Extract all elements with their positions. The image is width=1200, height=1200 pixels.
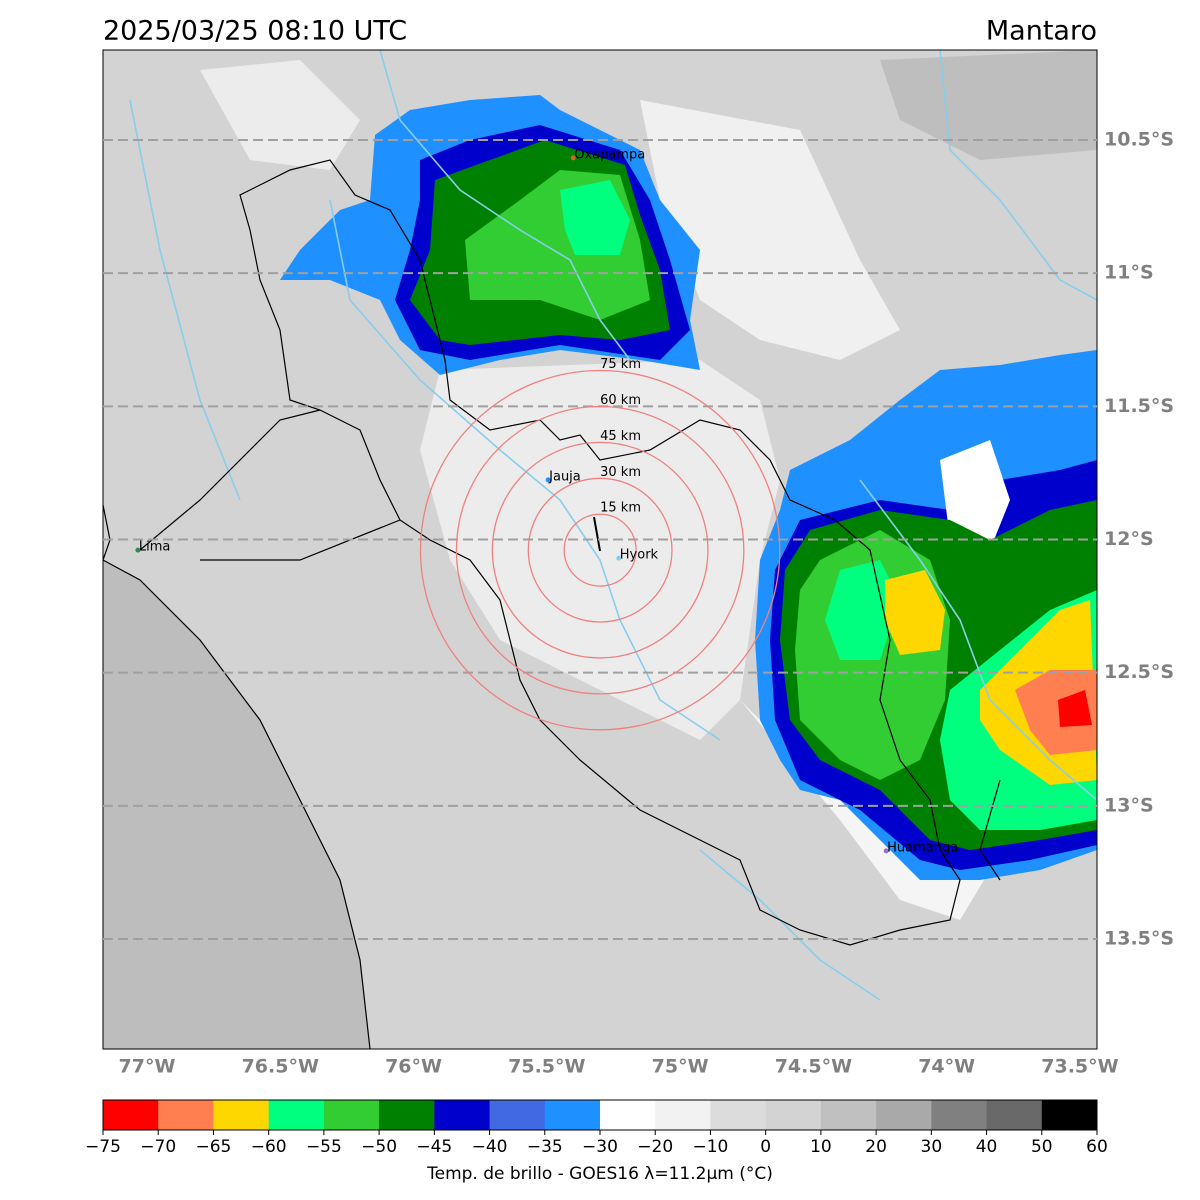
- colorbar-tick-label: 40: [976, 1137, 998, 1157]
- lat-tick-label: 12°S: [1104, 528, 1154, 550]
- lat-tick-label: 10.5°S: [1104, 129, 1174, 151]
- place-marker: [883, 848, 889, 854]
- range-ring-label: 75 km: [600, 357, 641, 372]
- lat-tick-label: 11°S: [1104, 262, 1154, 284]
- colorbar-segment: [103, 1100, 159, 1130]
- colorbar-tick-label: −40: [472, 1137, 508, 1157]
- range-ring: [419, 369, 781, 731]
- colorbar-segment: [655, 1100, 711, 1130]
- colorbar-segment: [379, 1100, 435, 1130]
- colorbar-tick-label: 0: [760, 1137, 771, 1157]
- colorbar-label: Temp. de brillo - GOES16 λ=11.2μm (°C): [426, 1164, 773, 1184]
- range-ring-label: 45 km: [600, 429, 641, 444]
- colorbar-segment: [876, 1100, 932, 1130]
- colorbar-tick-label: −65: [195, 1137, 231, 1157]
- colorbar-segment: [158, 1100, 214, 1130]
- colorbar-tick-label: −30: [582, 1137, 618, 1157]
- place-label: Huamanga: [887, 840, 958, 855]
- colorbar-segment: [213, 1100, 270, 1130]
- place-label: Oxapampa: [574, 147, 645, 162]
- map-frame: [102, 49, 1098, 1050]
- colorbar-tick-label: −70: [140, 1137, 176, 1157]
- range-ring: [455, 405, 745, 695]
- lon-tick-label: 75°W: [652, 1056, 709, 1078]
- range-ring: [491, 441, 709, 659]
- place-label: Jauja: [548, 469, 581, 484]
- lat-tick-label: 12.5°S: [1104, 661, 1174, 683]
- colorbar-segment: [765, 1100, 822, 1130]
- colorbar-tick-label: −45: [416, 1137, 452, 1157]
- place-marker: [570, 155, 576, 161]
- colorbar-tick-label: −10: [692, 1137, 728, 1157]
- lat-tick-label: 13.5°S: [1104, 928, 1174, 950]
- colorbar-segment: [710, 1100, 767, 1130]
- lon-tick-label: 74°W: [918, 1056, 975, 1078]
- place-label: Hyork: [620, 548, 659, 563]
- colorbar-tick-label: −50: [361, 1137, 397, 1157]
- colorbar-segment: [489, 1100, 546, 1130]
- satellite-image: [103, 50, 1097, 1049]
- colorbar-segment: [820, 1100, 877, 1130]
- colorbar-tick-label: −60: [251, 1137, 287, 1157]
- colorbar-tick-label: 20: [865, 1137, 887, 1157]
- colorbar-tick-label: 50: [1031, 1137, 1053, 1157]
- colorbar-tick-label: −55: [306, 1137, 342, 1157]
- colorbar-tick-label: 60: [1086, 1137, 1108, 1157]
- title-time: 2025/03/25 08:10 UTC: [103, 16, 407, 47]
- place-marker: [616, 555, 622, 561]
- place-label: Lima: [139, 540, 170, 555]
- colorbar-segment: [1041, 1100, 1098, 1130]
- range-ring: [527, 477, 673, 623]
- range-ring: [563, 513, 637, 587]
- lat-tick-label: 13°S: [1104, 794, 1154, 816]
- colorbar-segment: [931, 1100, 988, 1130]
- lon-tick-label: 76°W: [385, 1056, 442, 1078]
- colorbar-segment: [323, 1100, 380, 1130]
- lon-tick-label: 76.5°W: [242, 1056, 319, 1078]
- colorbar-segment: [600, 1100, 656, 1130]
- lon-tick-label: 77°W: [119, 1056, 176, 1078]
- lon-tick-label: 74.5°W: [775, 1056, 852, 1078]
- range-ring-label: 15 km: [600, 501, 641, 516]
- place-marker: [135, 547, 141, 553]
- place-marker: [545, 477, 551, 483]
- colorbar-segment: [986, 1100, 1043, 1130]
- colorbar-tick-label: −20: [637, 1137, 673, 1157]
- colorbar-tick-label: 30: [921, 1137, 943, 1157]
- colorbar-segment: [434, 1100, 491, 1130]
- colorbar-tick-label: 10: [810, 1137, 832, 1157]
- lat-tick-label: 11.5°S: [1104, 395, 1174, 417]
- colorbar-segment: [544, 1100, 601, 1130]
- title-region: Mantaro: [986, 16, 1097, 47]
- lon-tick-label: 75.5°W: [508, 1056, 585, 1078]
- range-ring-label: 30 km: [600, 465, 641, 480]
- range-ring-label: 60 km: [600, 393, 641, 408]
- lon-tick-label: 73.5°W: [1041, 1056, 1118, 1078]
- colorbar-segment: [268, 1100, 325, 1130]
- colorbar-tick-label: −75: [85, 1137, 121, 1157]
- colorbar-tick-label: −35: [527, 1137, 563, 1157]
